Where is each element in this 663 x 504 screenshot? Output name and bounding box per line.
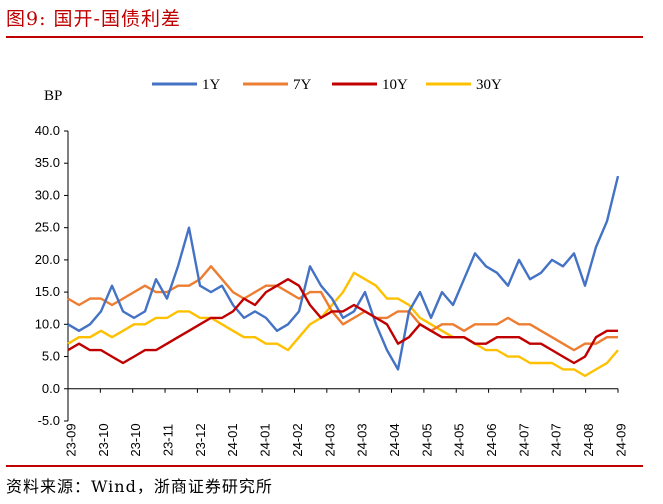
bottom-rule (6, 465, 643, 467)
y-tick-label: 20.0 (35, 252, 60, 267)
x-tick-label: 23-10 (128, 423, 143, 456)
series-line-1y (67, 175, 620, 371)
y-tick-label: 25.0 (35, 220, 60, 235)
x-tick-label: 24-07 (549, 423, 564, 456)
y-tick-label: 0.0 (42, 381, 60, 396)
figure-title-row: 图9: 国开-国债利差 (0, 0, 663, 34)
x-tick-label: 23-10 (96, 423, 111, 456)
y-tick-label: 5.0 (42, 349, 60, 364)
series-line-30y (67, 271, 619, 378)
x-tick-label: 23-09 (63, 423, 78, 456)
x-tick-label: 24-03 (355, 423, 370, 456)
y-tick-label: 15.0 (35, 284, 60, 299)
x-tick-label: 24-01 (258, 423, 273, 456)
y-tick-label: 40.0 (35, 123, 60, 138)
x-tick-label: 24-07 (516, 423, 531, 456)
y-tick-label: 35.0 (35, 155, 60, 170)
x-tick-label: 23-12 (193, 423, 208, 456)
y-tick-label: -5.0 (38, 413, 60, 428)
x-tick-label: 24-08 (581, 423, 596, 456)
series-line-7y (67, 265, 618, 352)
chart-lines (67, 175, 620, 378)
source-note: 资料来源：Wind，浙商证券研究所 (6, 477, 273, 496)
x-tick-label: 24-02 (290, 423, 305, 456)
y-tick-label: 10.0 (35, 316, 60, 331)
chart-legend: 1Y 7Y 10Y 30Y (152, 77, 502, 93)
legend-label-1y: 1Y (202, 77, 221, 93)
legend-label-10y: 10Y (382, 77, 408, 93)
x-tick-label: 24-05 (419, 423, 434, 456)
chart-axes: 40.035.030.025.020.015.010.05.00.0-5.023… (35, 123, 629, 457)
x-tick-label: 24-09 (613, 423, 628, 456)
x-tick-label: 24-04 (387, 423, 402, 456)
x-tick-label: 24-05 (452, 423, 467, 456)
legend-label-30y: 30Y (476, 77, 502, 93)
top-rule (6, 36, 643, 38)
y-axis-label: BP (44, 88, 62, 104)
x-tick-label: 24-03 (322, 423, 337, 456)
x-tick-label: 24-01 (225, 423, 240, 456)
x-tick-label: 23-11 (160, 424, 175, 456)
x-tick-label: 24-06 (484, 423, 499, 456)
legend-label-7y: 7Y (293, 77, 312, 93)
figure-title: 图9: 国开-国债利差 (6, 8, 181, 30)
series-line-10y (67, 278, 618, 365)
y-tick-label: 30.0 (35, 187, 60, 202)
